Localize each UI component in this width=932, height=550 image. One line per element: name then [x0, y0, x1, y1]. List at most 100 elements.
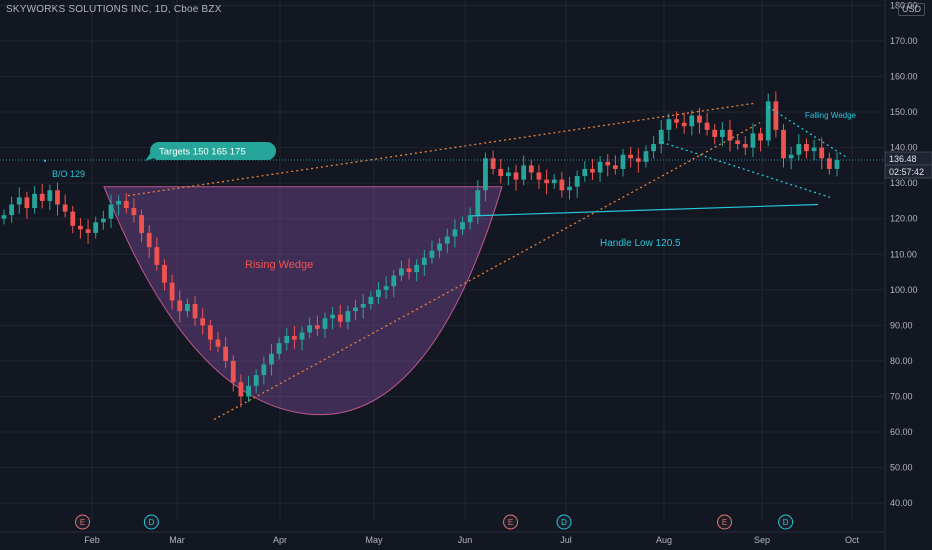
- candle-body: [505, 172, 511, 177]
- y-tick-label: 160.00: [890, 72, 918, 82]
- candle-body: [253, 375, 259, 386]
- candle-body: [460, 222, 465, 230]
- candle-body: [536, 172, 542, 180]
- x-tick-label: Jul: [560, 535, 572, 545]
- candle-body: [628, 154, 634, 159]
- earnings-marker[interactable]: [503, 514, 519, 530]
- candle-body: [70, 211, 76, 226]
- candle-body: [658, 129, 664, 145]
- candle-body: [284, 336, 290, 344]
- candle-body: [299, 332, 305, 340]
- currency-badge[interactable]: USD: [898, 3, 926, 16]
- y-tick-label: 90.00: [890, 320, 913, 330]
- candle-body: [567, 186, 572, 191]
- y-tick-label: 150.00: [890, 107, 918, 117]
- candle-body: [100, 218, 106, 223]
- candle-body: [444, 236, 450, 244]
- candle-body: [735, 140, 741, 145]
- candle-body: [521, 165, 527, 180]
- candle-body: [230, 360, 236, 383]
- x-tick-label: Oct: [845, 535, 860, 545]
- candle-body: [391, 275, 397, 287]
- dividend-marker[interactable]: [556, 514, 572, 530]
- candle-body: [819, 147, 825, 159]
- symbol-title: SKYWORKS SOLUTIONS INC, 1D, Cboe BZX: [6, 4, 222, 15]
- x-tick-label: Aug: [656, 535, 672, 545]
- candle-body: [154, 247, 160, 265]
- dividend-marker[interactable]: [778, 514, 794, 530]
- candle-body: [55, 190, 60, 205]
- candle-body: [620, 154, 626, 169]
- dividend-marker[interactable]: [143, 514, 159, 530]
- x-tick-label: Mar: [169, 535, 185, 545]
- y-tick-label: 60.00: [890, 427, 913, 437]
- last-price-value: 136.48: [889, 154, 917, 164]
- candle-body: [376, 289, 381, 297]
- candle-body: [39, 193, 45, 201]
- targets-callout[interactable]: [150, 142, 276, 160]
- candle-body: [544, 179, 549, 184]
- candle-body: [551, 179, 557, 184]
- candle-body: [276, 343, 282, 354]
- candle-body: [719, 129, 725, 137]
- targets-label: Targets 150 165 175: [159, 147, 246, 158]
- candle-body: [834, 160, 840, 169]
- wedge-upper-line: [127, 102, 756, 197]
- candle-body: [528, 165, 534, 173]
- targets-callout-pointer: [145, 151, 160, 161]
- candle-body: [498, 168, 504, 177]
- candle-body: [666, 119, 672, 130]
- candle-body: [651, 144, 656, 152]
- candle-body: [681, 122, 687, 127]
- event-marker-label: E: [722, 518, 727, 527]
- candle-body: [483, 158, 488, 191]
- event-marker-label: D: [148, 518, 154, 527]
- candle-body: [467, 215, 473, 223]
- y-tick-label: 100.00: [890, 285, 918, 295]
- candle-body: [345, 311, 351, 322]
- candle-body: [490, 158, 496, 169]
- candle-body: [406, 268, 412, 273]
- candle-body: [697, 115, 702, 123]
- event-marker-label: E: [508, 518, 513, 527]
- candle-body: [437, 243, 443, 251]
- candle-body: [513, 172, 519, 180]
- y-tick-label: 40.00: [890, 498, 913, 508]
- candle-body: [674, 119, 679, 123]
- candle-body: [452, 229, 458, 237]
- candle-body: [368, 296, 374, 305]
- candle-body: [269, 353, 274, 365]
- candle-body: [788, 154, 794, 159]
- candle-body: [597, 161, 603, 173]
- candle-body: [383, 286, 389, 290]
- candle-body: [559, 179, 565, 191]
- candle-body: [826, 158, 832, 169]
- candle-body: [314, 325, 320, 329]
- cup-shape: [103, 186, 503, 416]
- y-tick-label: 130.00: [890, 178, 918, 188]
- candle-body: [414, 264, 420, 273]
- candle-body: [574, 176, 580, 187]
- x-tick-label: May: [365, 535, 383, 545]
- candle-body: [765, 101, 771, 141]
- candle-body: [750, 133, 756, 148]
- cup-label: Rising Wedge: [245, 259, 313, 271]
- candle-body: [704, 122, 710, 130]
- candle-body: [612, 165, 618, 169]
- candle-body: [605, 161, 611, 166]
- candle-body: [162, 264, 167, 283]
- candle-body: [429, 250, 435, 258]
- candle-body: [139, 215, 144, 233]
- candle-body: [773, 101, 779, 130]
- candle-body: [207, 325, 213, 340]
- handle-low-line: [471, 203, 819, 217]
- breakout-label: B/O 129: [52, 169, 85, 179]
- handle-label: Handle Low 120.5: [600, 238, 681, 249]
- candle-body: [238, 382, 244, 397]
- candle-body: [712, 129, 718, 137]
- falling-wedge-upper: [767, 106, 849, 159]
- earnings-marker[interactable]: [717, 514, 733, 530]
- earnings-marker[interactable]: [75, 514, 91, 530]
- candle-body: [261, 364, 267, 376]
